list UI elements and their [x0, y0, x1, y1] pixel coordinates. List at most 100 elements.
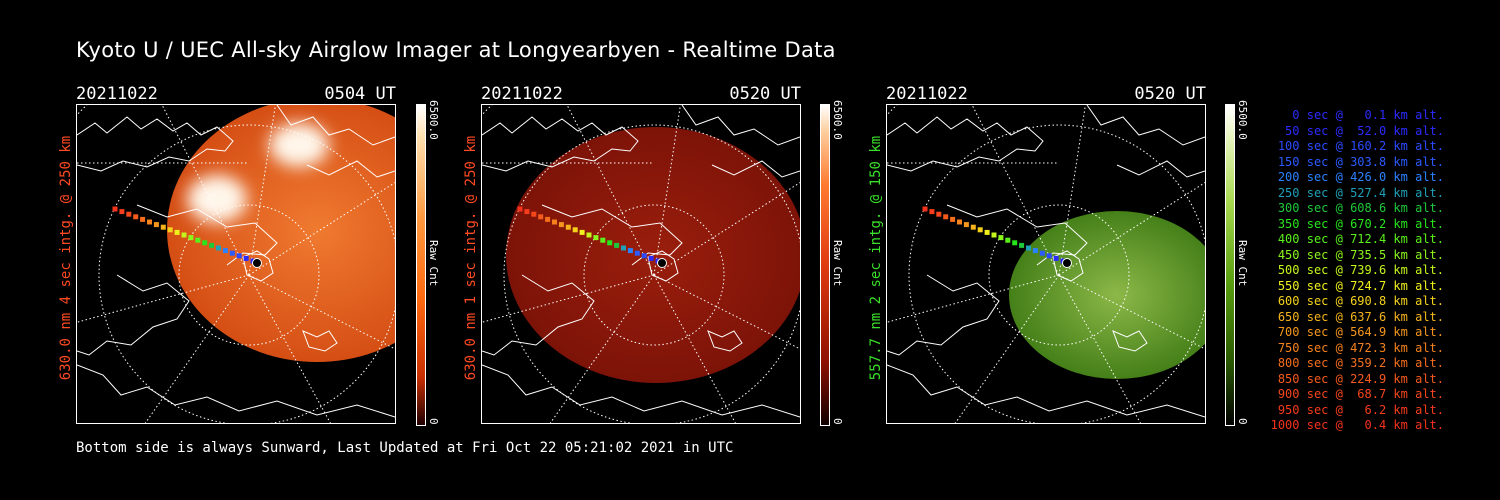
colorbar [1225, 104, 1235, 426]
allsky-svg [887, 105, 1205, 423]
legend-row: 550 sec @ 724.7 km alt. [1277, 278, 1444, 293]
legend-row: 300 sec @ 608.6 km alt. [1277, 201, 1444, 215]
trajectory-point [586, 232, 592, 238]
coastline [482, 105, 800, 418]
trajectory-point [160, 224, 166, 230]
trajectory-point [593, 235, 599, 241]
legend-row: 1000 sec @ 0.4 km alt. [1270, 418, 1444, 432]
trajectory-point [943, 214, 949, 220]
trajectory-point [222, 248, 228, 254]
colorbar-max: 6500.0 [427, 100, 440, 140]
panel-date: 20211022 [886, 84, 968, 104]
station-marker [1062, 258, 1072, 268]
trajectory-point [1012, 240, 1018, 246]
trajectory-point [614, 242, 620, 248]
trajectory-point [1053, 255, 1059, 261]
legend-row: 350 sec @ 670.2 km alt. [1277, 216, 1444, 231]
colorbar-label: Raw Cnt [427, 240, 440, 287]
graticule [482, 105, 800, 423]
panel-ylabel: 630.0 nm 4 sec intg. @ 250 km [58, 135, 74, 381]
allsky-image [481, 104, 801, 424]
trajectory-point [579, 229, 585, 235]
trajectory-point [641, 253, 647, 259]
allsky-svg [482, 105, 800, 423]
trajectory-point [112, 206, 118, 212]
panel-date: 20211022 [481, 84, 563, 104]
trajectory-point [572, 227, 578, 233]
legend-row: 850 sec @ 224.9 km alt. [1277, 371, 1444, 386]
image-panel-1: 20211022 0504 UT [76, 84, 396, 430]
legend-row: 650 sec @ 637.6 km alt. [1277, 309, 1444, 324]
trajectory-point [552, 219, 557, 225]
legend-row: 400 sec @ 712.4 km alt. [1277, 232, 1444, 246]
trajectory-point [195, 237, 201, 243]
image-panel-2: 20211022 0520 UT [481, 84, 801, 430]
trajectory-point [202, 240, 208, 246]
legend-row: 500 sec @ 739.6 km alt. [1277, 263, 1444, 277]
colorbar-label: Raw Cnt [1236, 240, 1249, 287]
trajectory-point [929, 209, 935, 215]
panel-ylabel: 557.7 nm 2 sec intg. @ 150 km [868, 135, 884, 381]
panel-ylabel: 630.0 nm 1 sec intg. @ 250 km [463, 135, 479, 381]
legend-row: 600 sec @ 690.8 km alt. [1277, 294, 1444, 308]
trajectory-point [140, 216, 146, 222]
panel-date: 20211022 [76, 84, 158, 104]
trajectory-point [957, 219, 962, 225]
trajectory-point [243, 255, 249, 261]
coastline [887, 105, 1205, 418]
panel-time: 0504 UT [324, 84, 396, 104]
trajectory-point [627, 248, 633, 254]
trajectory-point [634, 250, 640, 256]
colorbar-max: 6500.0 [831, 100, 844, 140]
colorbar-max: 6500.0 [1236, 100, 1249, 140]
trajectory-point [984, 229, 990, 235]
trajectory-point [1019, 242, 1025, 248]
legend-row: 450 sec @ 735.5 km alt. [1277, 247, 1444, 262]
legend-row: 700 sec @ 564.9 km alt. [1277, 325, 1444, 339]
colorbar-min: 0 [831, 418, 844, 425]
trajectory-point [167, 227, 173, 233]
trajectory-point [922, 206, 928, 212]
colorbar-min: 0 [427, 418, 440, 425]
trajectory-point [600, 237, 606, 243]
station-marker [657, 258, 667, 268]
trajectory-point [545, 216, 551, 222]
trajectory-point [1032, 248, 1038, 254]
trajectory-point [936, 211, 942, 217]
trajectory-point [963, 222, 969, 228]
trajectory-point [133, 214, 139, 220]
trajectory-point [524, 209, 530, 215]
legend-row: 250 sec @ 527.4 km alt. [1277, 185, 1444, 200]
legend-row: 750 sec @ 472.3 km alt. [1277, 340, 1444, 355]
trajectory-point [188, 235, 194, 241]
station-marker [252, 258, 262, 268]
trajectory-point [216, 245, 221, 251]
trajectory-point [119, 209, 125, 215]
trajectory-point [153, 222, 159, 228]
image-panel-3: 20211022 0520 UT [886, 84, 1206, 430]
allsky-svg [77, 105, 395, 423]
graticule [887, 105, 1205, 423]
legend-row: 0 sec @ 0.1 km alt. [1292, 108, 1444, 122]
legend-row: 150 sec @ 303.8 km alt. [1277, 154, 1444, 169]
trajectory-point [147, 219, 152, 225]
allsky-image [886, 104, 1206, 424]
page-title: Kyoto U / UEC All-sky Airglow Imager at … [76, 38, 836, 62]
colorbar-min: 0 [1236, 418, 1249, 425]
trajectory-point [648, 255, 654, 261]
trajectory-point [229, 250, 235, 256]
aurora-spot [269, 123, 329, 167]
legend-row: 800 sec @ 359.2 km alt. [1277, 356, 1444, 370]
graticule [77, 105, 395, 423]
trajectory-legend: 0 sec @ 0.1 km alt. 50 sec @ 52.0 km alt… [1262, 108, 1444, 434]
trajectory-point [607, 240, 613, 246]
airglow-field [1009, 211, 1205, 379]
trajectory-point [174, 229, 180, 235]
trajectory-point [181, 232, 187, 238]
trajectory-point [950, 216, 956, 222]
trajectory-point [621, 245, 626, 251]
coastline [77, 105, 395, 418]
trajectory-point [1005, 237, 1011, 243]
trajectory-point [565, 224, 571, 230]
trajectory-point [236, 253, 242, 259]
